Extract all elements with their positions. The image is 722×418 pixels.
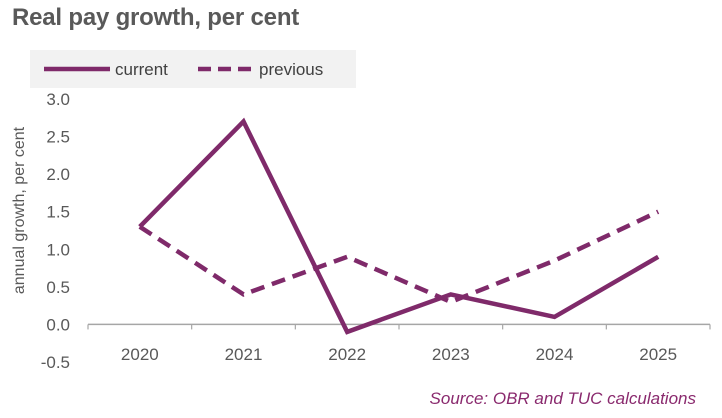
x-tick-label: 2025 <box>639 345 677 364</box>
legend-label-current: current <box>115 60 168 79</box>
x-tick-label: 2020 <box>121 345 159 364</box>
x-tick-label: 2022 <box>328 345 366 364</box>
y-tick-label: 2.0 <box>46 165 70 184</box>
y-tick-label: 3.0 <box>46 90 70 109</box>
x-tick-label: 2021 <box>225 345 263 364</box>
x-axis-ticks: 2020 2021 2022 2023 2024 2025 <box>121 345 677 364</box>
legend-label-previous: previous <box>259 60 323 79</box>
x-tick-label: 2023 <box>432 345 470 364</box>
series-line-previous <box>138 209 660 305</box>
legend: current previous <box>30 50 356 88</box>
chart-title: Real pay growth, per cent <box>12 4 300 31</box>
y-tick-label: 0.0 <box>46 315 70 334</box>
x-tick-label: 2024 <box>536 345 574 364</box>
series-layer <box>138 117 660 335</box>
y-tick-label: 1.0 <box>46 240 70 259</box>
source-note: Source: OBR and TUC calculations <box>429 389 696 408</box>
y-tick-label: -0.5 <box>41 353 70 372</box>
y-tick-label: 2.5 <box>46 128 70 147</box>
y-axis-ticks: 3.0 2.5 2.0 1.5 1.0 0.5 0.0 -0.5 <box>41 90 70 372</box>
y-axis-title: annual growth, per cent <box>11 126 28 294</box>
y-tick-label: 1.5 <box>46 203 70 222</box>
series-line-current <box>138 117 660 335</box>
x-axis-line <box>87 323 711 330</box>
y-tick-label: 0.5 <box>46 278 70 297</box>
